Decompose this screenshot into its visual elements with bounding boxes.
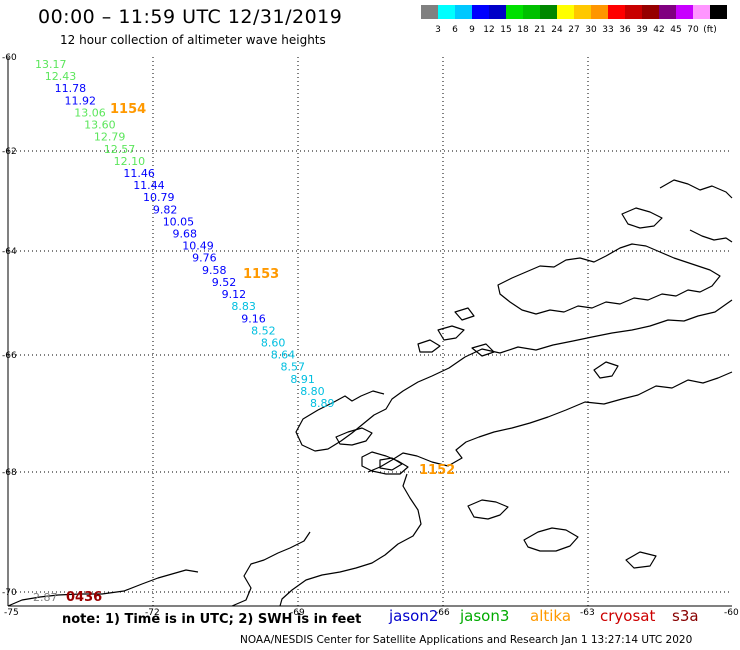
wave-height-value: 8.52 [251, 324, 276, 337]
wave-height-value: 8.64 [271, 349, 296, 362]
color-scale-label: 3 [435, 25, 441, 35]
mission-altika: altika [530, 607, 572, 625]
mission-cryosat: cryosat [600, 607, 656, 625]
wave-height-value: 9.82 [153, 203, 178, 216]
color-swatch [659, 5, 676, 19]
wave-height-value: 10.79 [143, 191, 175, 204]
color-scale-label: 33 [602, 25, 613, 35]
pass-time-label: 1154 [110, 102, 146, 117]
color-scale-label: 6 [452, 25, 458, 35]
map-title: 00:00 – 11:59 UTC 12/31/2019 [38, 6, 343, 28]
color-swatch [591, 5, 608, 19]
wave-height-value: 8.83 [231, 300, 256, 313]
color-scale-label: (ft) [703, 25, 717, 35]
color-swatch [574, 5, 591, 19]
color-swatch [489, 5, 506, 19]
mission-s3a: s3a [672, 607, 699, 625]
wave-height-value: 12.79 [94, 131, 126, 144]
wave-height-value: 13.06 [74, 106, 106, 119]
footer-credit: NOAA/NESDIS Center for Satellite Applica… [240, 634, 693, 646]
wave-height-value: 9.58 [202, 264, 227, 277]
mission-jason3: jason3 [460, 607, 510, 625]
color-scale-label: 27 [568, 25, 579, 35]
wave-height-value: 13.60 [84, 119, 116, 132]
color-scale-label: 30 [585, 25, 597, 35]
wave-height-value: 12.10 [114, 155, 146, 168]
color-scale-label: 42 [653, 25, 664, 35]
wave-height-value: 11.46 [123, 167, 154, 180]
color-scale-label: 12 [483, 25, 494, 35]
wave-height-value: 8.57 [281, 361, 306, 374]
color-scale-legend: 3 6 9 12 15 18 21 24 27 30 33 36 39 42 45 70 (ft) [421, 5, 727, 35]
lat-label: -64 [2, 247, 17, 257]
color-scale-label: 15 [500, 25, 511, 35]
lat-label: -66 [2, 351, 17, 361]
color-swatch [693, 5, 710, 19]
color-swatch [506, 5, 523, 19]
color-swatch [557, 5, 574, 19]
color-scale-label: 39 [636, 25, 648, 35]
graticule [8, 57, 732, 606]
lon-label: -60 [724, 608, 739, 618]
wave-height-value: 8.80 [300, 385, 325, 398]
wave-height-value: 9.68 [173, 228, 198, 241]
lon-label: -66 [435, 608, 450, 618]
pass-time-label: 0436 [66, 590, 102, 605]
color-swatch [676, 5, 693, 19]
color-scale-label: 70 [687, 25, 699, 35]
lon-label: -72 [145, 608, 160, 618]
color-swatch [472, 5, 489, 19]
wave-height-value: 12.43 [45, 70, 77, 83]
color-swatch [540, 5, 557, 19]
lat-label: -70 [2, 588, 17, 598]
color-swatch [642, 5, 659, 19]
wave-height-value: 11.44 [133, 179, 165, 192]
wave-height-value: 13.17 [35, 58, 67, 71]
wave-height-value: 8.60 [261, 337, 286, 350]
color-swatch [523, 5, 540, 19]
lat-label: -62 [2, 147, 17, 157]
color-swatch [710, 5, 727, 19]
color-scale-label: 18 [517, 25, 529, 35]
color-scale-label: 9 [469, 25, 475, 35]
wave-height-value: 12.57 [104, 143, 136, 156]
lat-label: -60 [2, 53, 17, 63]
lon-label: -63 [580, 608, 595, 618]
color-swatch [438, 5, 455, 19]
color-scale-label: 24 [551, 25, 563, 35]
color-scale-label: 45 [670, 25, 681, 35]
wave-height-value: 9.76 [192, 252, 217, 265]
footer-note: note: 1) Time is in UTC; 2) SWH is in fe… [62, 612, 362, 627]
color-swatch [455, 5, 472, 19]
wave-height-track: 13.1712.4311.7811.9213.0613.6012.7912.57… [33, 58, 335, 604]
wave-height-value: 11.78 [55, 82, 87, 95]
wave-height-value: 10.49 [182, 240, 214, 253]
color-swatch [608, 5, 625, 19]
wave-height-value: 11.92 [65, 94, 97, 107]
color-swatch [625, 5, 642, 19]
wave-height-value: 2.87 [33, 591, 58, 604]
color-scale-label: 21 [534, 25, 545, 35]
wave-height-value: 8.91 [290, 373, 315, 386]
pass-time-label: 1153 [243, 267, 279, 282]
wave-height-value: 9.16 [241, 312, 265, 325]
lon-label: -75 [4, 608, 19, 618]
coastline [7, 179, 733, 607]
wave-height-value: 10.05 [163, 215, 195, 228]
pass-time-label: 1152 [419, 463, 455, 478]
color-scale-label: 36 [619, 25, 631, 35]
lat-label: -68 [2, 468, 17, 478]
mission-jason2: jason2 [389, 607, 439, 625]
map-frame [7, 57, 732, 607]
wave-height-value: 9.52 [212, 276, 237, 289]
wave-height-value: 8.89 [310, 397, 335, 410]
color-swatch [421, 5, 438, 19]
lon-label: -69 [290, 608, 305, 618]
map-subtitle: 12 hour collection of altimeter wave hei… [60, 33, 326, 47]
wave-height-value: 9.12 [222, 288, 247, 301]
